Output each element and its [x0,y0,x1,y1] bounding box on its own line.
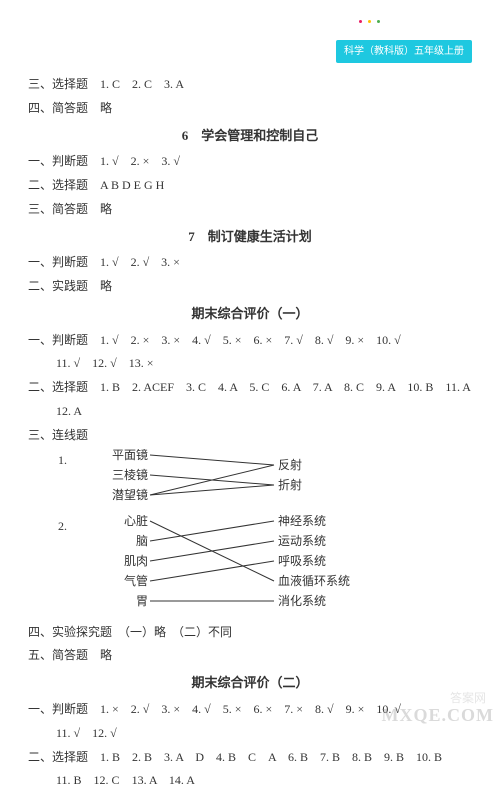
ans-line: 五、简答题 略 [28,644,472,667]
svg-text:心脏: 心脏 [124,515,148,528]
ans-line: 二、选择题 A B D E G H [28,174,472,197]
section-title-final-2: 期末综合评价（二） [28,671,472,696]
ans-line: 12. A [28,400,472,423]
decorative-dots [359,20,380,23]
svg-text:肌肉: 肌肉 [124,554,148,568]
matching-1: 1. 平面镜三棱镜潜望镜 反射折射 [28,449,472,513]
dot-1 [359,20,362,23]
dot-2 [368,20,371,23]
matching-2-svg: 心脏脑肌肉气管胃 神经系统运动系统呼吸系统血液循环系统消化系统 [78,515,378,619]
svg-text:运动系统: 运动系统 [278,534,326,548]
svg-text:折射: 折射 [278,477,302,492]
ans-line: 四、简答题 略 [28,97,472,120]
matching-2: 2. 心脏脑肌肉气管胃 神经系统运动系统呼吸系统血液循环系统消化系统 [28,515,472,619]
subject-badge: 科学（教科版）五年级上册 [336,40,472,63]
svg-text:反射: 反射 [278,457,302,472]
ans-line: 11. √ 12. √ 13. × [28,352,472,375]
ans-line: 三、选择题 1. C 2. C 3. A [28,73,472,96]
ans-line: 一、判断题 1. √ 2. × 3. √ [28,150,472,173]
ans-line: 二、实践题 略 [28,275,472,298]
matching-1-svg: 平面镜三棱镜潜望镜 反射折射 [78,449,338,513]
ans-line: 一、判断题 1. √ 2. × 3. × 4. √ 5. × 6. × 7. √… [28,329,472,352]
ans-line: 三、简答题 略 [28,198,472,221]
match2-number: 2. [58,515,67,538]
svg-text:血液循环系统: 血液循环系统 [278,573,350,588]
watermark-url: MXQE.COM [382,698,494,732]
section-title-final-1: 期末综合评价（一） [28,302,472,327]
ans-line: 11. B 12. C 13. A 14. A [28,769,472,792]
ans-line: 二、选择题 1. B 2. ACEF 3. C 4. A 5. C 6. A 7… [28,376,472,399]
ans-line: 四、实验探究题 （一）略 （二）不同 [28,621,472,644]
svg-text:潜望镜: 潜望镜 [112,487,148,502]
svg-text:呼吸系统: 呼吸系统 [278,554,326,568]
match1-number: 1. [58,449,67,472]
svg-text:神经系统: 神经系统 [278,515,326,528]
svg-text:脑: 脑 [136,534,148,548]
svg-text:气管: 气管 [124,573,148,588]
svg-text:胃: 胃 [136,594,148,608]
ans-line: 一、判断题 1. √ 2. √ 3. × [28,251,472,274]
svg-text:平面镜: 平面镜 [112,449,148,462]
svg-text:三棱镜: 三棱镜 [112,467,148,482]
dot-3 [377,20,380,23]
section-title-7: 7 制订健康生活计划 [28,225,472,250]
ans-line: 三、连线题 [28,424,472,447]
ans-line: 二、选择题 1. B 2. B 3. A D 4. B C A 6. B 7. … [28,746,472,769]
section-title-6: 6 学会管理和控制自己 [28,124,472,149]
svg-text:消化系统: 消化系统 [278,594,326,608]
